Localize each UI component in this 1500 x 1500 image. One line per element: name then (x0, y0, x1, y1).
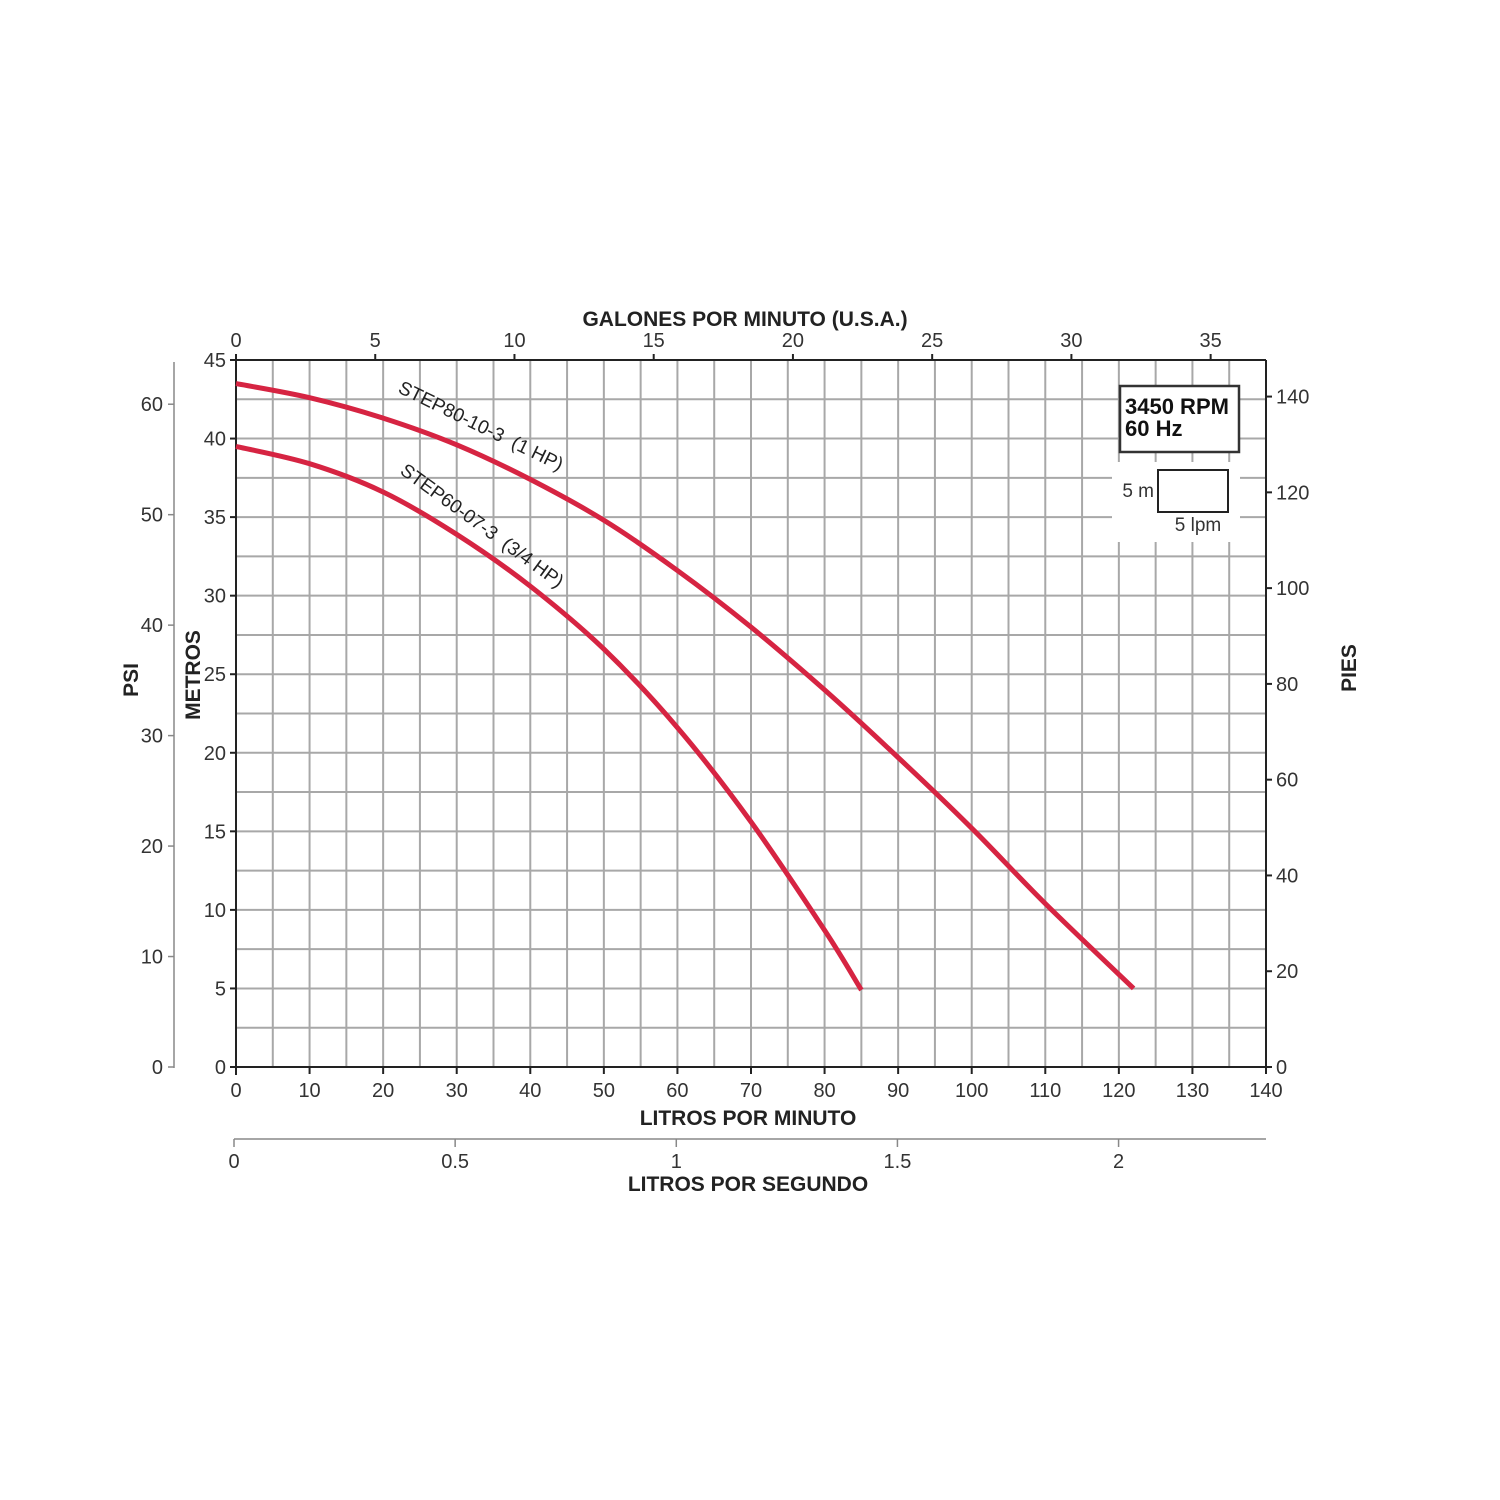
metros-tick-label: 10 (204, 900, 226, 922)
psi-axis-title: PSI (120, 663, 143, 697)
bottom-tick-label: 100 (955, 1080, 988, 1102)
psi-tick-label: 10 (141, 947, 163, 969)
scale-box: 5 m 5 lpm (1112, 462, 1240, 542)
psi-tick-label: 40 (141, 615, 163, 637)
pies-axis-title: PIES (1338, 644, 1361, 692)
bottom-tick-label: 70 (740, 1080, 762, 1102)
bottom-tick-label: 10 (298, 1080, 320, 1102)
series-line-step80 (235, 381, 1136, 991)
psi-tick-label: 0 (152, 1057, 163, 1079)
bottom-tick-label: 90 (887, 1080, 909, 1102)
metros-tick-label: 15 (204, 821, 226, 843)
metros-tick-label: 35 (204, 507, 226, 529)
top-tick-label: 10 (503, 330, 525, 352)
top-tick-label: 30 (1060, 330, 1082, 352)
bottom-tick-label: 0 (230, 1080, 241, 1102)
bottom-tick-label: 30 (446, 1080, 468, 1102)
metros-tick-label: 20 (204, 743, 226, 765)
metros-tick-label: 5 (215, 978, 226, 1000)
psi-tick-label: 30 (141, 726, 163, 748)
pies-tick-label: 120 (1276, 482, 1309, 504)
pies-tick-label: 100 (1276, 578, 1309, 600)
metros-tick-label: 30 (204, 586, 226, 608)
pies-tick-label: 140 (1276, 387, 1309, 409)
hz-label: 60 Hz (1125, 416, 1182, 441)
bottom-tick-label: 20 (372, 1080, 394, 1102)
bottom-tick-label: 50 (593, 1080, 615, 1102)
lps-tick-label: 0.5 (441, 1151, 469, 1173)
pies-tick-label: 60 (1276, 770, 1298, 792)
curves (235, 381, 1136, 992)
metros-tick-label: 0 (215, 1057, 226, 1079)
bottom-tick-label: 140 (1249, 1080, 1282, 1102)
bottom-tick-label: 40 (519, 1080, 541, 1102)
psi-tick-label: 50 (141, 505, 163, 527)
lps-tick-label: 1.5 (884, 1151, 912, 1173)
bottom-tick-label: 130 (1176, 1080, 1209, 1102)
bottom-tick-label: 110 (1029, 1080, 1061, 1102)
metros-tick-label: 40 (204, 429, 226, 451)
metros-tick-label: 45 (204, 350, 226, 372)
top-tick-label: 35 (1200, 330, 1222, 352)
lps-tick-label: 2 (1113, 1151, 1124, 1173)
psi-tick-label: 60 (141, 394, 163, 416)
metros-axis-title: METROS (182, 630, 205, 720)
bottom-tick-label: 80 (813, 1080, 835, 1102)
lps-tick-label: 1 (671, 1151, 682, 1173)
pies-tick-label: 40 (1276, 865, 1298, 887)
top-tick-label: 0 (230, 330, 241, 352)
pies-tick-label: 20 (1276, 961, 1298, 983)
lps-tick-label: 0 (228, 1151, 239, 1173)
scale-horizontal-label: 5 lpm (1175, 515, 1221, 536)
top-tick-label: 20 (782, 330, 804, 352)
series-label-step60: STEP60-07-3 (3/4 HP) (396, 460, 567, 592)
top-tick-label: 5 (370, 330, 381, 352)
pies-tick-label: 0 (1276, 1057, 1287, 1079)
metros-tick-label: 25 (204, 664, 226, 686)
lps-axis-title: LITROS POR SEGUNDO (628, 1173, 868, 1196)
top-tick-label: 25 (921, 330, 943, 352)
bottom-tick-label: 120 (1102, 1080, 1135, 1102)
rpm-label: 3450 RPM (1125, 394, 1229, 419)
scale-vertical-label: 5 m (1122, 481, 1154, 502)
series-line-step60 (235, 443, 864, 992)
bottom-axis-title: LITROS POR MINUTO (640, 1107, 857, 1130)
axes (168, 354, 1272, 1147)
bottom-tick-label: 60 (666, 1080, 688, 1102)
top-tick-label: 15 (643, 330, 665, 352)
top-axis-title: GALONES POR MINUTO (U.S.A.) (582, 308, 907, 331)
info-box: 3450 RPM 60 Hz (1118, 384, 1241, 454)
pies-tick-label: 80 (1276, 674, 1298, 696)
psi-tick-label: 20 (141, 836, 163, 858)
grid (236, 360, 1266, 1067)
